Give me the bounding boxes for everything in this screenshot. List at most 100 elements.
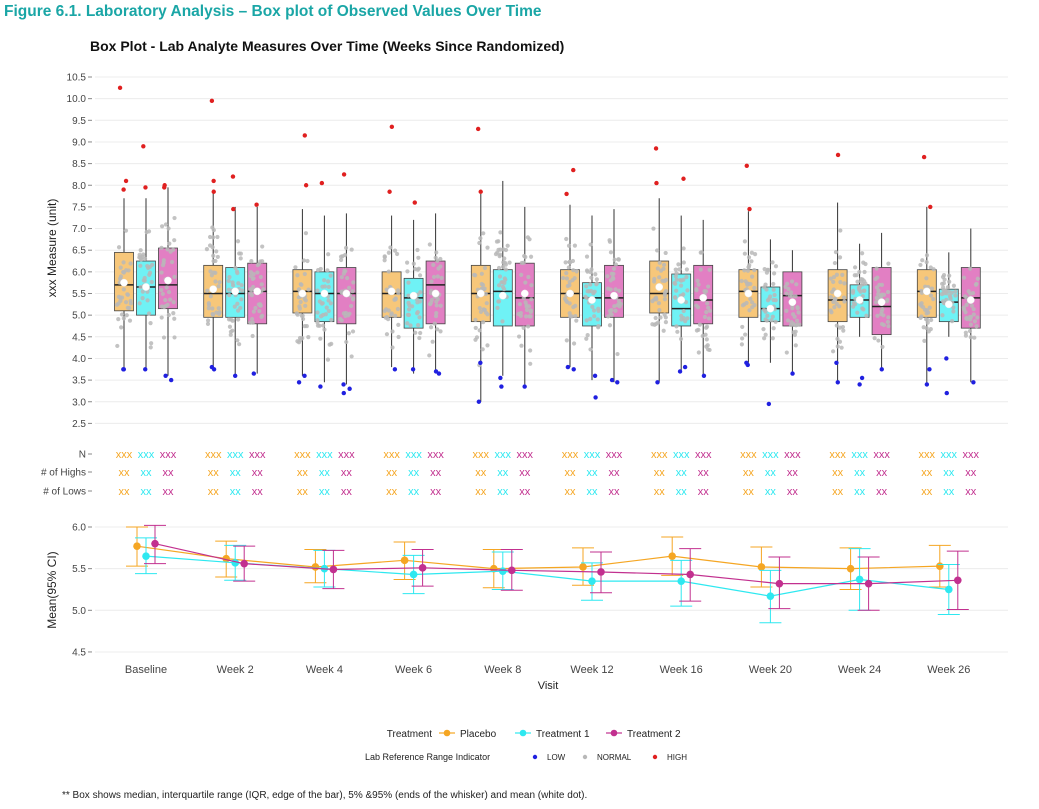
normal-point	[696, 282, 701, 287]
normal-point	[116, 294, 121, 300]
table-cell: xx	[519, 486, 531, 498]
normal-point	[322, 284, 327, 289]
y-tick-label: 4.5	[72, 647, 86, 658]
normal-point	[655, 248, 660, 253]
normal-point	[523, 254, 528, 260]
normal-point	[435, 327, 440, 332]
normal-point	[236, 308, 241, 313]
normal-point	[418, 290, 423, 295]
normal-point	[526, 324, 531, 329]
normal-point	[396, 322, 401, 327]
normal-point	[963, 333, 969, 338]
high-point	[341, 172, 347, 177]
normal-point	[349, 354, 354, 359]
normal-point	[324, 305, 329, 310]
normal-point	[521, 325, 526, 330]
normal-point	[328, 301, 333, 306]
y-tick-label: 6.0	[72, 523, 86, 534]
normal-point	[519, 272, 524, 277]
normal-point	[427, 242, 432, 247]
normal-point	[480, 286, 485, 291]
low-point	[478, 360, 483, 365]
x-tick-label: Week 26	[927, 664, 970, 676]
normal-point	[163, 222, 169, 227]
normal-point	[384, 314, 389, 320]
normal-point	[975, 315, 980, 320]
normal-point	[210, 225, 215, 230]
low-point	[682, 364, 688, 370]
normal-point	[785, 281, 790, 286]
normal-point	[383, 307, 389, 312]
normal-point	[743, 279, 748, 284]
normal-point	[661, 328, 666, 333]
normal-point	[322, 327, 327, 332]
normal-point	[855, 310, 860, 315]
normal-point	[205, 288, 210, 293]
mean-point	[944, 300, 953, 309]
normal-point	[564, 338, 569, 343]
normal-point	[608, 250, 614, 255]
normal-point	[205, 318, 211, 323]
normal-point	[971, 312, 976, 317]
normal-point	[685, 316, 690, 321]
normal-point	[840, 272, 845, 277]
normal-point	[617, 288, 622, 293]
normal-point	[395, 251, 400, 257]
normal-point	[521, 260, 526, 265]
table-cell: xx	[609, 467, 621, 479]
normal-point	[503, 267, 508, 272]
normal-point	[566, 265, 571, 270]
normal-point	[339, 275, 344, 280]
high-point	[928, 204, 933, 210]
low-point	[927, 367, 932, 372]
normal-point	[483, 291, 488, 297]
normal-point	[431, 262, 436, 267]
normal-point	[679, 317, 684, 322]
legend-range-label: NORMAL	[597, 753, 632, 762]
normal-point	[879, 321, 885, 327]
normal-point	[148, 321, 153, 326]
normal-point	[880, 307, 885, 312]
normal-point	[835, 336, 840, 341]
normal-point	[149, 279, 154, 285]
normal-point	[496, 283, 502, 288]
normal-point	[949, 290, 954, 295]
normal-point	[792, 332, 797, 337]
normal-point	[704, 309, 709, 315]
normal-point	[572, 276, 577, 281]
box	[582, 282, 602, 327]
table-cell: xx	[408, 486, 420, 498]
normal-point	[931, 296, 936, 302]
table-cell: xx	[297, 467, 309, 479]
table-cell: xx	[119, 486, 131, 498]
normal-point	[430, 339, 435, 344]
normal-point	[415, 300, 420, 305]
normal-point	[321, 323, 326, 328]
normal-point	[171, 311, 176, 316]
normal-point	[207, 243, 213, 248]
mean-point	[966, 296, 975, 304]
normal-point	[922, 338, 927, 343]
normal-point	[591, 308, 597, 313]
y-tick-label: 10.5	[67, 73, 87, 84]
normal-point	[941, 272, 947, 278]
normal-point	[480, 347, 485, 352]
table-cell: xx	[119, 467, 131, 479]
normal-point	[924, 276, 929, 281]
table-cell: xx	[297, 486, 309, 498]
normal-point	[305, 258, 310, 264]
high-point	[412, 200, 417, 205]
normal-point	[585, 289, 590, 294]
normal-point	[784, 291, 789, 296]
normal-point	[166, 289, 172, 295]
table-cell: xx	[654, 486, 666, 498]
normal-point	[876, 292, 881, 297]
normal-point	[968, 322, 973, 327]
normal-point	[121, 316, 126, 321]
normal-point	[785, 318, 791, 323]
normal-point	[786, 286, 791, 292]
low-point	[834, 360, 839, 365]
normal-point	[519, 343, 524, 348]
normal-point	[656, 301, 662, 306]
normal-point	[790, 312, 796, 317]
